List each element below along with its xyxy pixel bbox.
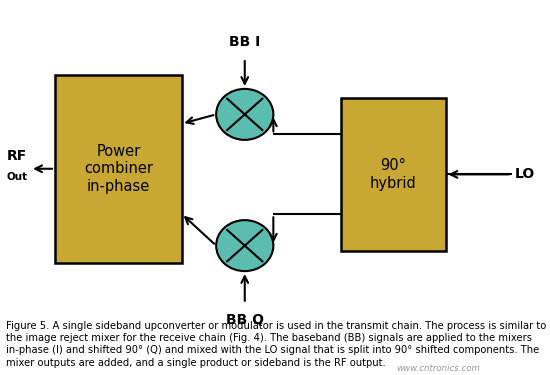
- Text: 90°
hybrid: 90° hybrid: [370, 158, 417, 190]
- Text: Out: Out: [7, 172, 28, 183]
- Text: LO: LO: [514, 167, 535, 182]
- Text: the image reject mixer for the receive chain (Fig. 4). The baseband (BB) signals: the image reject mixer for the receive c…: [6, 333, 531, 343]
- Text: Power
combiner
in-phase: Power combiner in-phase: [84, 144, 153, 194]
- Text: BB Q: BB Q: [226, 313, 264, 327]
- Bar: [55, 75, 182, 262]
- Text: mixer outputs are added, and a single product or sideband is the RF output.: mixer outputs are added, and a single pr…: [6, 358, 385, 368]
- Text: www.cntronics.com: www.cntronics.com: [396, 364, 480, 373]
- Text: BB I: BB I: [229, 35, 260, 49]
- Text: Figure 5. A single sideband upconverter or modulator is used in the transmit cha: Figure 5. A single sideband upconverter …: [6, 321, 546, 331]
- Bar: [341, 98, 446, 251]
- Ellipse shape: [216, 220, 273, 271]
- Text: RF: RF: [7, 149, 28, 163]
- Text: in-phase (I) and shifted 90° (Q) and mixed with the LO signal that is split into: in-phase (I) and shifted 90° (Q) and mix…: [6, 345, 539, 355]
- Ellipse shape: [216, 89, 273, 140]
